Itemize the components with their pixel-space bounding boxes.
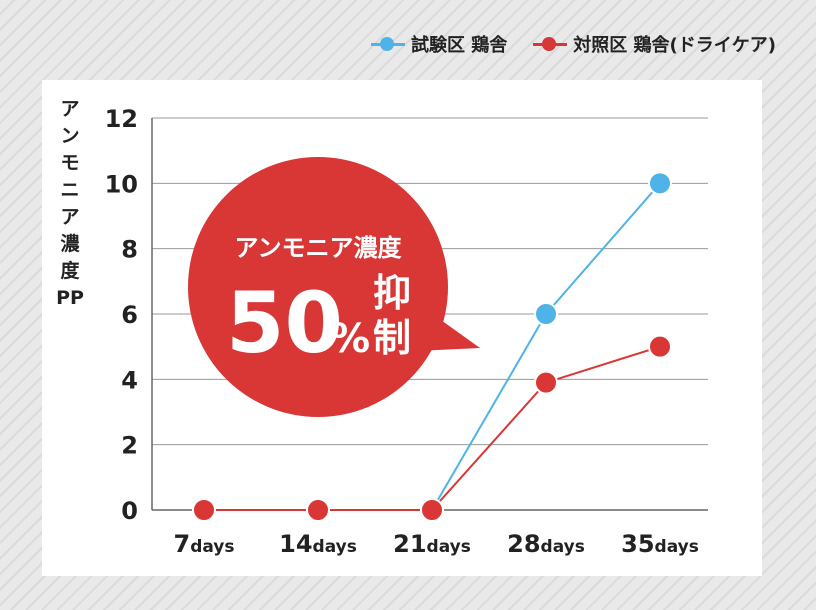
legend-item-control: 対照区 鶏舎(ドライケア) xyxy=(533,31,776,57)
data-point-series-2 xyxy=(534,370,558,395)
data-point-series-2 xyxy=(306,498,330,522)
y-tick-label: 6 xyxy=(121,301,138,329)
data-point-series-2 xyxy=(420,498,444,522)
callout-suffix-bottom: 制 xyxy=(373,316,411,360)
callout-line1: アンモニア濃度 xyxy=(234,234,402,262)
x-tick-label: 14days xyxy=(279,530,357,558)
x-tick-label: 21days xyxy=(393,530,471,558)
x-tick-label: 28days xyxy=(507,530,585,558)
data-point-series-1 xyxy=(534,302,558,326)
y-tick-label: 4 xyxy=(121,366,138,394)
y-axis-label-text: アンモニア濃度 PP xyxy=(56,98,84,309)
y-axis-label: アンモニア濃度 PP xyxy=(50,96,90,312)
y-tick-label: 12 xyxy=(105,105,138,133)
legend-item-test: 試験区 鶏舎 xyxy=(371,31,507,57)
y-tick-label: 10 xyxy=(105,170,138,198)
y-tick-label: 8 xyxy=(121,236,138,264)
callout-bubble xyxy=(188,157,448,417)
y-tick-label: 2 xyxy=(121,432,138,460)
data-point-series-2 xyxy=(192,498,216,522)
y-tick-label: 0 xyxy=(121,497,138,525)
x-tick-label: 35days xyxy=(621,530,699,558)
callout-percent-sign: % xyxy=(330,316,370,362)
callout-suffix-top: 抑 xyxy=(373,271,411,315)
legend: 試験区 鶏舎 対照区 鶏舎(ドライケア) xyxy=(371,28,776,60)
legend-swatch-control xyxy=(533,37,568,51)
data-point-series-1 xyxy=(648,171,672,196)
callout-percent-number: 50 xyxy=(226,274,343,372)
data-point-series-2 xyxy=(648,334,672,359)
x-tick-label: 7days xyxy=(173,530,234,558)
legend-swatch-test xyxy=(371,37,405,51)
legend-label-test: 試験区 鶏舎 xyxy=(411,35,508,56)
legend-label-control: 対照区 鶏舎(ドライケア) xyxy=(573,35,776,56)
